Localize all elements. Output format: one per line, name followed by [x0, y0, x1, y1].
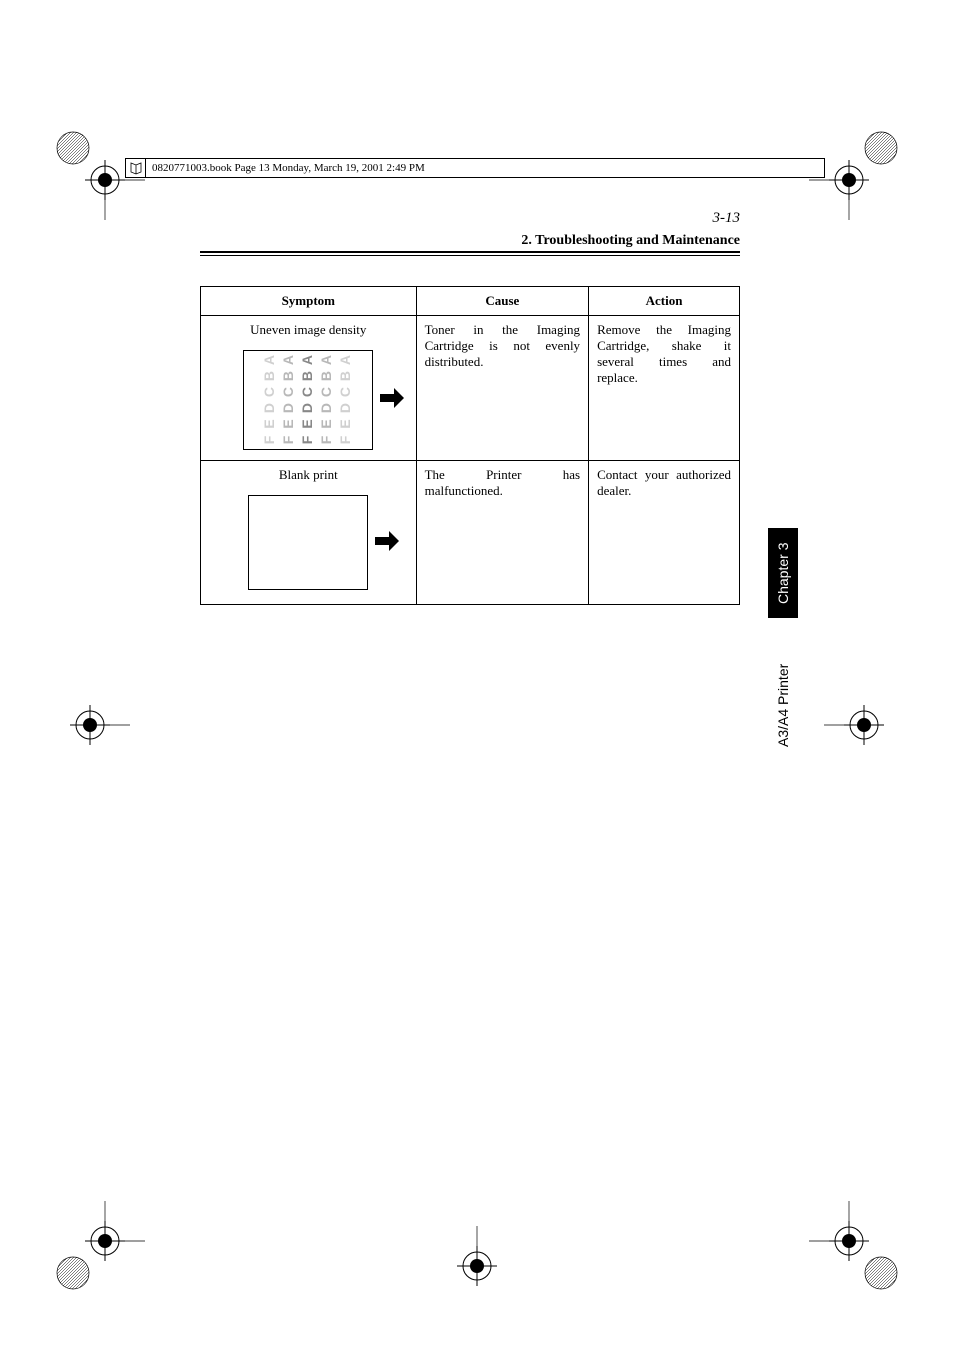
symptom-label: Uneven image density [209, 322, 408, 338]
page-number: 3-13 [200, 210, 740, 227]
book-info-text: 0820771003.book Page 13 Monday, March 19… [146, 162, 425, 174]
arrow-right-icon [380, 388, 404, 412]
action-cell: Remove the Imaging Cartridge, shake it s… [589, 316, 740, 461]
th-cause: Cause [416, 287, 588, 316]
symptom-cell-uneven: Uneven image density ABCDEF ABCDEF ABCDE… [201, 316, 417, 461]
book-icon [126, 158, 146, 178]
th-symptom: Symptom [201, 287, 417, 316]
chapter-tab: Chapter 3 [768, 528, 798, 618]
table-header-row: Symptom Cause Action [201, 287, 740, 316]
page-content: 3-13 2. Troubleshooting and Maintenance … [200, 210, 740, 605]
crop-mark-bottom-right [809, 1201, 899, 1291]
rule-thin [200, 255, 740, 256]
printer-tab: A3/A4 Printer [768, 650, 798, 760]
framemaker-header-bar: 0820771003.book Page 13 Monday, March 19… [125, 158, 825, 178]
side-mark-bottom [442, 1226, 512, 1296]
rule-thick [200, 251, 740, 253]
symptom-cell-blank: Blank print [201, 461, 417, 605]
side-mark-right [824, 690, 894, 760]
uneven-density-illustration: ABCDEF ABCDEF ABCDEF ABCDEF ABCDEF [243, 350, 373, 450]
cause-cell: Toner in the Imaging Cartridge is not ev… [416, 316, 588, 461]
troubleshooting-table: Symptom Cause Action Uneven image densit… [200, 286, 740, 605]
crop-mark-bottom-left [55, 1201, 145, 1291]
side-mark-left [60, 690, 130, 760]
th-action: Action [589, 287, 740, 316]
table-row: Uneven image density ABCDEF ABCDEF ABCDE… [201, 316, 740, 461]
arrow-right-icon [375, 531, 399, 555]
table-row: Blank print The Printer has malfunctione… [201, 461, 740, 605]
symptom-label: Blank print [209, 467, 408, 483]
action-cell: Contact your authorized dealer. [589, 461, 740, 605]
cause-cell: The Printer has malfunctioned. [416, 461, 588, 605]
section-title: 2. Troubleshooting and Maintenance [200, 233, 740, 249]
blank-print-illustration [248, 495, 368, 590]
